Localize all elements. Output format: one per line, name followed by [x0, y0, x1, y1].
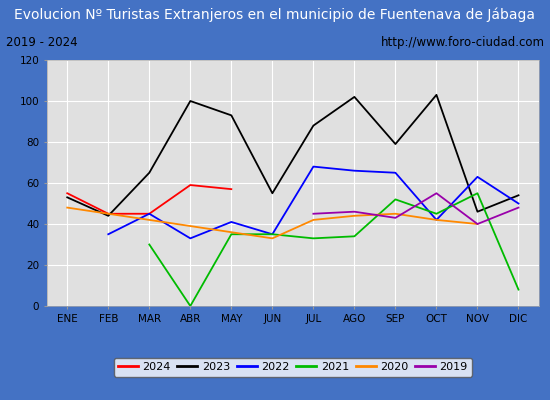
Legend: 2024, 2023, 2022, 2021, 2020, 2019: 2024, 2023, 2022, 2021, 2020, 2019: [113, 358, 472, 377]
Text: Evolucion Nº Turistas Extranjeros en el municipio de Fuentenava de Jábaga: Evolucion Nº Turistas Extranjeros en el …: [14, 8, 536, 22]
Text: 2019 - 2024: 2019 - 2024: [6, 36, 77, 49]
Text: http://www.foro-ciudad.com: http://www.foro-ciudad.com: [381, 36, 544, 49]
